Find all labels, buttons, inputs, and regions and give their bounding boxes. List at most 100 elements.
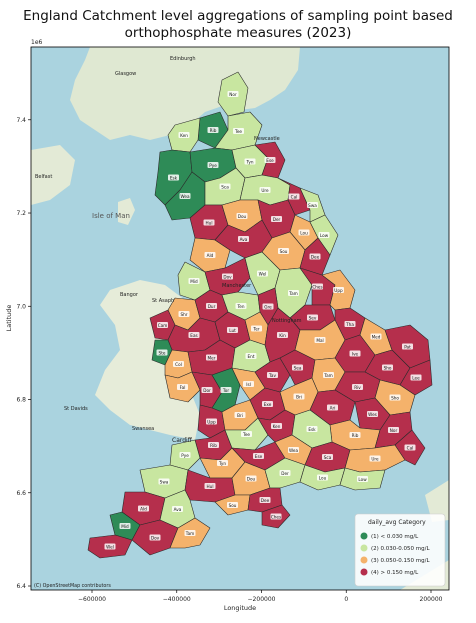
catchment-label-box: [323, 372, 334, 378]
catchment-label: Exe: [264, 402, 272, 407]
catchment-label: Riv: [354, 385, 361, 390]
catchment-label-box: [178, 311, 190, 317]
catchment-label: Tam: [288, 291, 298, 296]
catchment-label-box: [243, 381, 254, 387]
catchment-label-box: [267, 372, 278, 378]
catchment-label: Mid: [121, 524, 129, 529]
legend-marker-3: [360, 556, 368, 564]
title-line-1: England Catchment level aggregations of …: [23, 8, 453, 24]
label-newcastle: Newcastle: [254, 136, 280, 142]
catchment-label-box: [259, 497, 271, 503]
catchment-label-box: [177, 384, 188, 390]
catchment-label: Low: [320, 233, 329, 238]
catchment-label-box: [227, 91, 239, 97]
catchment-label-box: [271, 423, 282, 429]
catchment-label: Upp: [207, 419, 216, 424]
catchment-label: Pat: [404, 344, 411, 349]
catchment-label-box: [206, 303, 217, 309]
catchment-label: Kin: [279, 333, 286, 338]
catchment-label: Rib: [352, 433, 359, 438]
catchment-label-box: [277, 332, 288, 338]
catchment-label: Lee: [412, 375, 420, 380]
catchment-label: Col: [175, 362, 182, 367]
catchment-label: Ari: [330, 405, 336, 410]
catchment-label-box: [149, 534, 161, 541]
catchment-label: Esk: [170, 175, 178, 180]
catchment-label: Sou: [229, 503, 237, 508]
catchment-label: Lut: [229, 328, 236, 333]
legend-marker-4: [360, 568, 368, 576]
catchment-label: Ten: [236, 304, 244, 309]
catchment-label-box: [201, 387, 213, 393]
catchment-label: Mal: [316, 338, 323, 343]
catchment-labels: Nor Rib Tee Ken Esk Pye Tyn Ese Wea Sca Ure Cal Swa H…: [104, 91, 422, 550]
catchment-label: Tha: [345, 322, 354, 327]
catchment-label-box: [288, 290, 299, 296]
catchment-label-box: [288, 447, 299, 453]
catchment-label: Ava: [174, 507, 182, 512]
catchment-label-box: [253, 453, 264, 459]
catchment-label-box: [349, 350, 361, 357]
catchment-label: Dov: [223, 274, 232, 279]
catchment-label-box: [203, 219, 215, 226]
label-nottingham: Nottingham: [272, 318, 302, 324]
catchment-label: Ald: [140, 506, 147, 511]
catchment-label: Tyn: [245, 159, 253, 164]
catchment-label-box: [357, 476, 368, 482]
catchment-label-box: [179, 452, 191, 458]
catchment-label-box: [168, 174, 179, 181]
catchment-label-box: [262, 401, 273, 407]
catchment-label-box: [367, 411, 378, 417]
catchment-label-box: [158, 478, 170, 485]
x-tick-label: −600000: [78, 596, 106, 603]
catchment-label: Hul: [206, 220, 213, 225]
catchment-label-box: [235, 303, 247, 309]
legend-title: daily_avg Category: [368, 519, 426, 526]
catchment-label-box: [292, 364, 303, 371]
x-tick-label: 200000: [420, 596, 443, 603]
catchment-label-box: [307, 202, 318, 208]
catchment-label-box: [352, 384, 363, 390]
catchment-label-box: [279, 470, 291, 476]
catchment-label-box: [264, 157, 276, 163]
y-tick-label: 7.0: [16, 303, 26, 310]
catchment-label: Eas: [190, 333, 197, 338]
label-glasgow: Glasgow: [115, 71, 136, 77]
figure-title: England Catchment level aggregations of …: [0, 8, 476, 42]
catchment-label: Upp: [334, 288, 343, 293]
x-axis-ticks: −600000 −400000 −200000 0 200000: [78, 590, 443, 603]
catchment-label-box: [333, 287, 344, 293]
catchment-label-box: [344, 321, 356, 327]
catchment-label-box: [119, 523, 131, 529]
isle-of-man-land: [118, 198, 135, 225]
title-line-2: orthophosphate measures (2023): [124, 25, 352, 41]
catchment-label: Bri: [296, 394, 302, 399]
catchment-label-box: [208, 442, 219, 448]
catchment-label: Ste: [159, 350, 166, 355]
catchment-label-box: [307, 314, 318, 321]
legend-box: [354, 513, 446, 587]
catchment-label: Dee: [261, 498, 270, 503]
catchment-label: Der: [273, 217, 281, 222]
catchment-label: Mer: [208, 355, 216, 360]
scotland-land: [70, 47, 300, 140]
legend-marker-1: [360, 532, 368, 540]
catchment-label-box: [238, 236, 249, 242]
catchment-label-box: [220, 387, 232, 393]
catchment-label: Low: [358, 477, 367, 482]
catchment-label: Tee: [242, 432, 250, 437]
label-belfast: Belfast: [35, 174, 52, 180]
catchment-label: Dor: [203, 388, 211, 393]
catchment-label: Sca: [324, 455, 332, 460]
catchment-label-box: [259, 187, 271, 193]
catchment-label-box: [179, 193, 191, 199]
catchment-label: Shr: [180, 312, 187, 317]
catchment-label-box: [241, 431, 252, 437]
legend: daily_avg Category (1) < 0.030 mg/L (2) …: [354, 513, 446, 587]
catchment-label: Tyn: [218, 461, 226, 466]
catchment-label: Tam: [323, 373, 333, 378]
catchment-label-box: [184, 530, 196, 536]
catchment-label-box: [217, 460, 228, 466]
catchment-label: Med: [372, 334, 381, 339]
